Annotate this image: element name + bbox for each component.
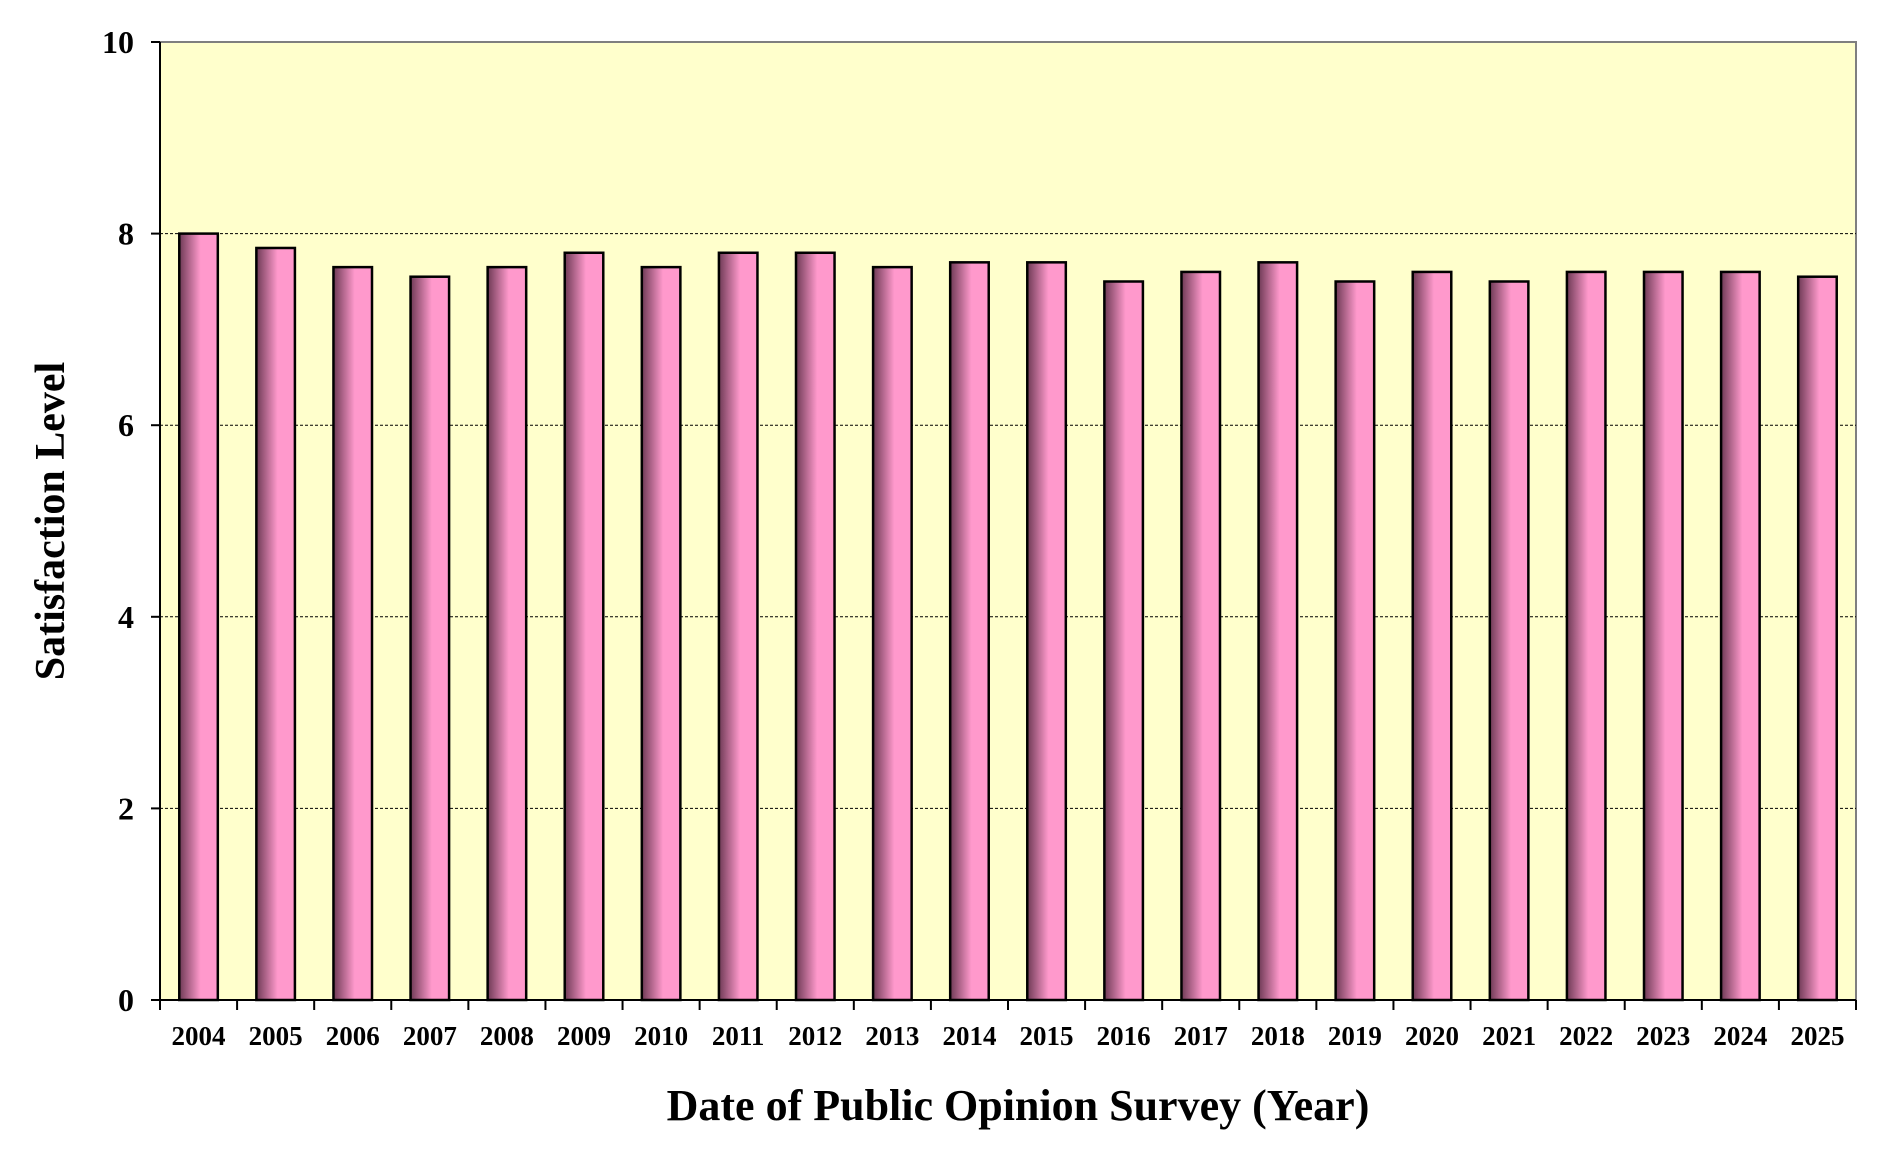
bar-2014 <box>948 261 990 1002</box>
y-axis-label: Satisfaction Level <box>28 362 74 680</box>
bar-2021 <box>1488 280 1530 1002</box>
y-tick-label: 8 <box>118 216 134 252</box>
tick-labels: 0 2 4 6 8 10 2004 2005 2006 2007 2008 2009 2010 2011 2… <box>102 24 1844 1051</box>
y-tick-label: 6 <box>118 407 134 443</box>
x-tick-label: 2012 <box>788 1021 842 1051</box>
bar-2019 <box>1334 280 1376 1002</box>
x-tick-label: 2009 <box>557 1021 611 1051</box>
x-tick-label: 2015 <box>1020 1021 1074 1051</box>
y-tick-label: 2 <box>118 790 134 826</box>
bar-2013 <box>871 265 913 1002</box>
bar-2017 <box>1180 270 1222 1002</box>
bar-2025 <box>1796 275 1838 1002</box>
x-axis-label: Date of Public Opinion Survey (Year) <box>667 1081 1370 1130</box>
bar-2008 <box>486 265 528 1002</box>
x-tick-label: 2011 <box>712 1021 765 1051</box>
bar-2009 <box>563 251 605 1002</box>
x-tick-label: 2016 <box>1097 1021 1151 1051</box>
y-tick-label: 4 <box>118 599 134 635</box>
x-tick-label: 2020 <box>1405 1021 1459 1051</box>
x-tick-label: 2010 <box>634 1021 688 1051</box>
bar-2005 <box>255 246 297 1002</box>
x-tick-label: 2021 <box>1482 1021 1536 1051</box>
x-tick-label: 2025 <box>1790 1021 1844 1051</box>
x-tick-label: 2018 <box>1251 1021 1305 1051</box>
bar-2012 <box>794 251 836 1002</box>
y-tick-label: 0 <box>118 982 134 1018</box>
x-tick-label: 2023 <box>1636 1021 1690 1051</box>
x-tick-label: 2013 <box>865 1021 919 1051</box>
bar-2023 <box>1642 270 1684 1002</box>
x-tick-label: 2006 <box>326 1021 380 1051</box>
bar-2010 <box>640 265 682 1002</box>
x-tick-label: 2019 <box>1328 1021 1382 1051</box>
bar-2015 <box>1026 261 1068 1002</box>
bar-2007 <box>409 275 451 1002</box>
x-tick-label: 2024 <box>1713 1021 1767 1051</box>
x-tick-label: 2008 <box>480 1021 534 1051</box>
bars <box>178 232 1838 1002</box>
axes <box>151 41 1857 1010</box>
bar-2006 <box>332 265 374 1002</box>
bar-2020 <box>1411 270 1453 1002</box>
bar-2004 <box>178 232 220 1002</box>
x-tick-label: 2005 <box>249 1021 303 1051</box>
bar-2022 <box>1565 270 1607 1002</box>
bar-2024 <box>1719 270 1761 1002</box>
bar-2018 <box>1257 261 1299 1002</box>
x-tick-label: 2007 <box>403 1021 457 1051</box>
y-tick-label: 10 <box>102 24 134 60</box>
bar-2011 <box>717 251 759 1002</box>
x-tick-label: 2017 <box>1174 1021 1228 1051</box>
x-tick-label: 2014 <box>942 1021 996 1051</box>
bar-2016 <box>1103 280 1145 1002</box>
x-tick-label: 2004 <box>172 1021 226 1051</box>
x-tick-label: 2022 <box>1559 1021 1613 1051</box>
